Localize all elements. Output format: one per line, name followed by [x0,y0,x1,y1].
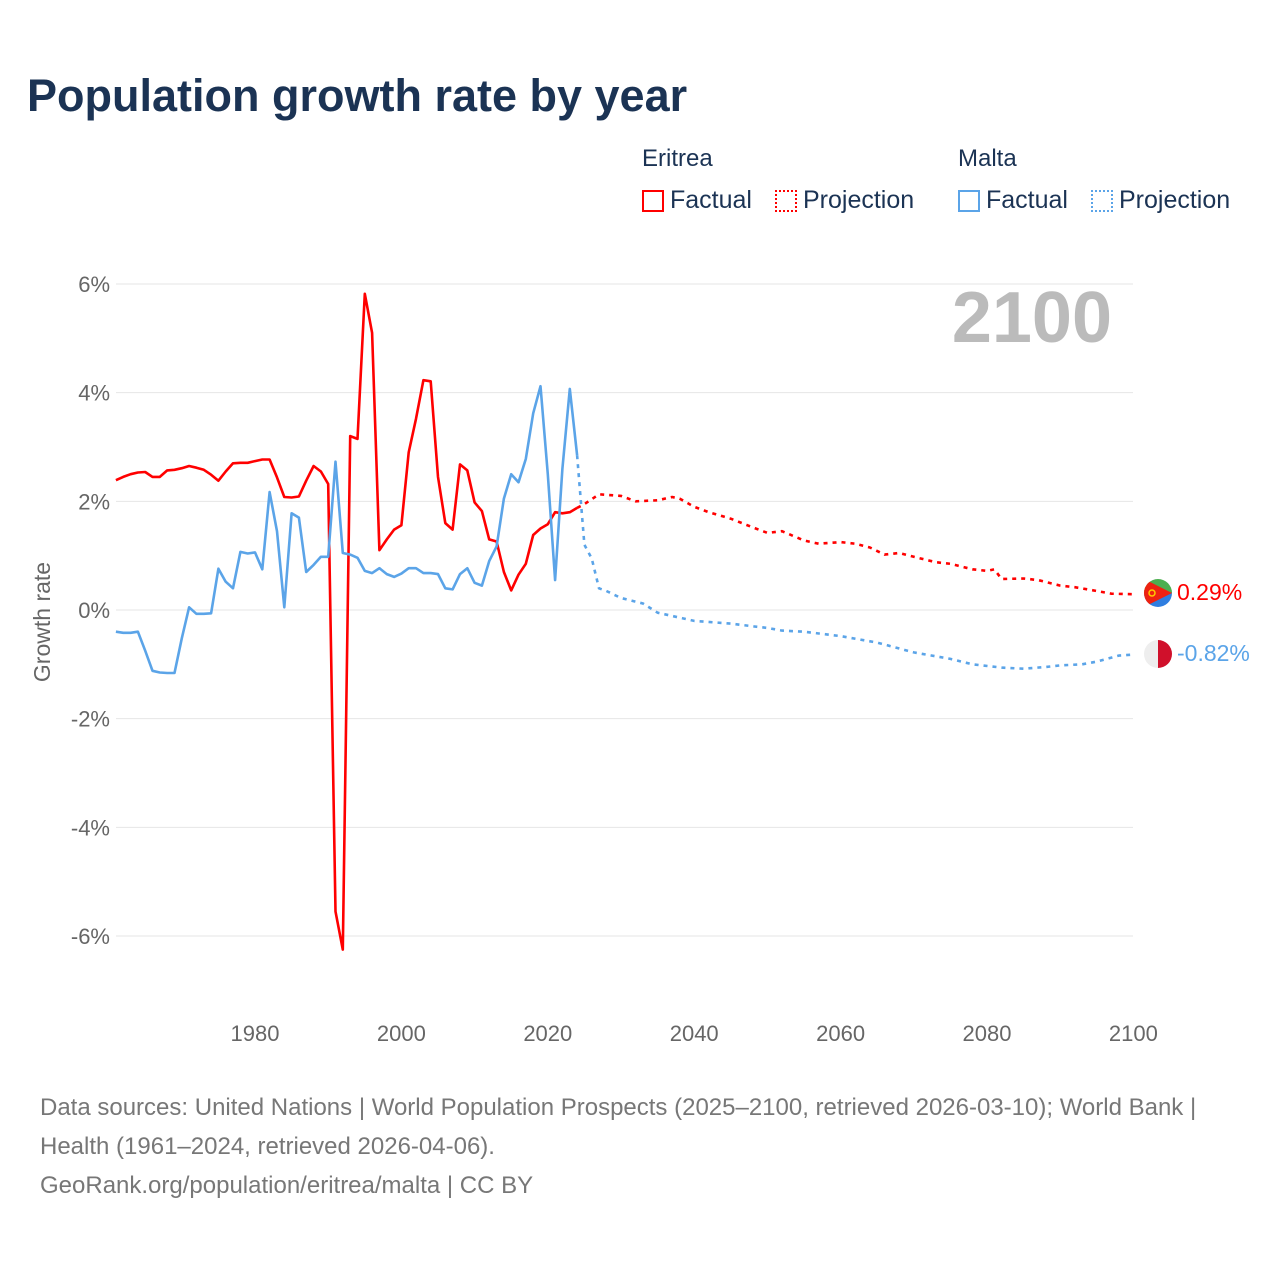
legend-swatch [1091,189,1113,212]
chart-title: Population growth rate by year [27,70,688,121]
legend-label: Factual [670,186,752,214]
x-tick-label: 2020 [523,1021,572,1046]
y-tick-label: 6% [78,272,110,297]
y-tick-label: -2% [71,707,110,732]
legend-group-malta: Malta [958,145,1017,172]
x-tick-label: 2080 [963,1021,1012,1046]
legend-eritrea-factual[interactable]: Factual [642,186,752,215]
y-tick-label: 4% [78,381,110,406]
legend-label: Projection [1119,186,1231,214]
end-label-eritrea: 0.29% [1177,579,1242,605]
legend-label: Projection [803,186,915,214]
legend-swatch [642,189,664,212]
legend-label: Factual [986,186,1068,214]
legend-swatch [775,189,797,212]
legend-swatch [958,189,980,212]
year-watermark: 2100 [952,278,1112,358]
x-tick-label: 1980 [231,1021,280,1046]
x-tick-label: 2000 [377,1021,426,1046]
attribution-link[interactable]: GeoRank.org/population/eritrea/malta | C… [40,1172,534,1199]
malta-factual-line [115,384,579,675]
data-sources: Data sources: United Nations | World Pop… [40,1094,1197,1160]
legend-malta-projection[interactable]: Projection [1091,186,1230,215]
eritrea-flag-icon [1144,579,1172,607]
x-tick-label: 2040 [670,1021,719,1046]
legend-malta-factual[interactable]: Factual [958,186,1068,215]
eritrea-projection-line [576,492,1134,596]
plot-area: 6% 4% 2% 0% -2% -4% -6% 1980 2000 2020 2040 2060 208… [29,272,1250,1046]
footer: Data sources: United Nations | World Pop… [40,1088,1240,1205]
y-tick-label: -4% [71,815,110,840]
legend-eritrea-projection[interactable]: Projection [775,186,914,215]
y-tick-label: 2% [78,489,110,514]
malta-flag-icon [1144,640,1172,668]
x-tick-label: 2060 [816,1021,865,1046]
eritrea-factual-line [115,292,578,951]
y-tick-label: -6% [71,924,110,949]
y-axis-label: Growth rate [29,562,55,682]
y-tick-label: 0% [78,598,110,623]
malta-projection-line [575,455,1134,671]
legend-group-eritrea: Eritrea [642,145,713,172]
end-label-malta: -0.82% [1177,640,1250,666]
x-tick-label: 2100 [1109,1021,1158,1046]
